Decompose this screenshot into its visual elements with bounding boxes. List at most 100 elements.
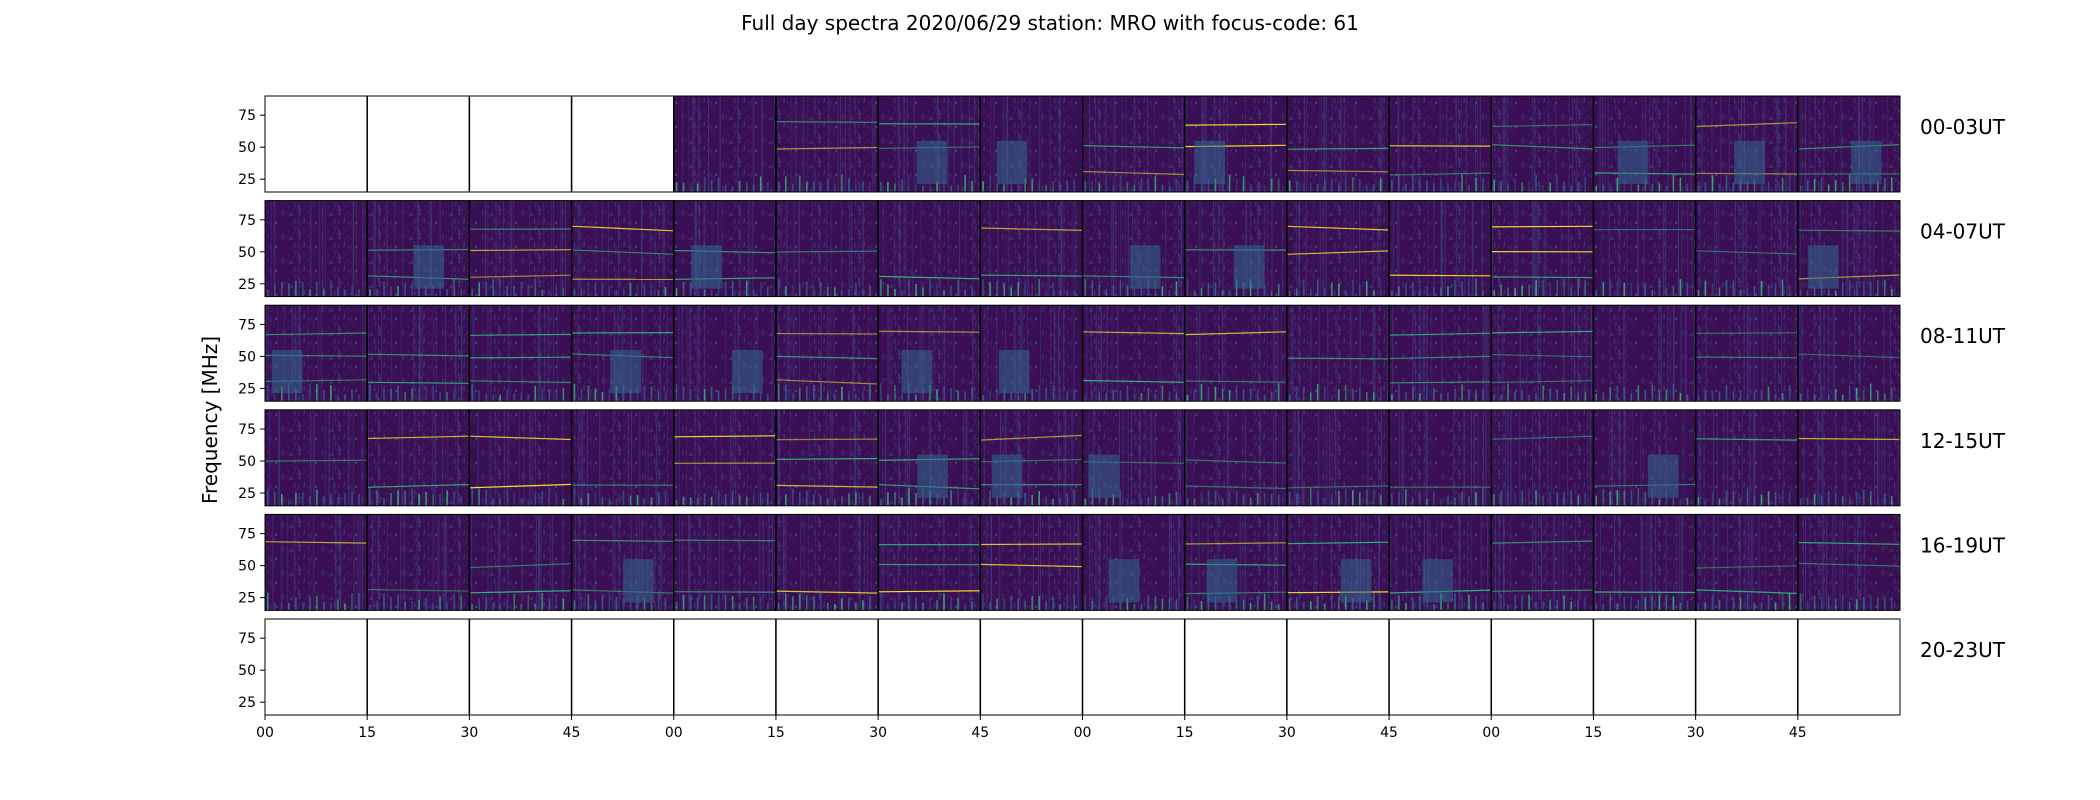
striation — [1073, 290, 1076, 297]
streak — [1545, 200, 1547, 297]
rfi-line — [367, 588, 470, 592]
spectrum-panel — [775, 200, 879, 298]
striation — [1820, 281, 1823, 297]
streak — [487, 305, 489, 402]
striation — [929, 184, 931, 192]
striation — [1066, 289, 1069, 297]
striation — [1161, 496, 1164, 506]
striation — [1373, 184, 1375, 192]
striation — [1221, 388, 1224, 402]
emission-block — [623, 559, 654, 603]
streak — [1272, 409, 1274, 506]
striation — [1834, 180, 1837, 192]
striation — [1003, 283, 1005, 297]
streak — [459, 514, 461, 611]
striation — [1799, 185, 1802, 192]
striation — [696, 498, 699, 506]
striation — [1038, 595, 1040, 611]
streak — [730, 409, 732, 506]
striation — [397, 595, 399, 611]
striation — [982, 181, 984, 192]
streak — [1823, 96, 1825, 192]
spectrum-panel — [1592, 95, 1697, 193]
striation — [1249, 184, 1252, 192]
streak — [586, 409, 588, 506]
streak — [1727, 514, 1728, 611]
rfi-line — [1286, 357, 1390, 360]
streak — [1502, 409, 1504, 506]
striation — [1207, 179, 1210, 192]
spectrum-panel — [570, 618, 675, 716]
streak — [882, 409, 884, 506]
streak — [498, 514, 500, 611]
striation — [1412, 282, 1414, 297]
striation — [1535, 602, 1537, 611]
striation — [1577, 599, 1579, 611]
streak — [871, 514, 873, 611]
striation — [1003, 183, 1005, 192]
striation — [390, 597, 392, 611]
streak — [1656, 96, 1658, 192]
streak — [519, 409, 520, 506]
striation — [1398, 174, 1400, 192]
y-tick-label: 50 — [238, 245, 256, 261]
streak — [1854, 514, 1856, 611]
spectrum-panel — [366, 95, 470, 193]
streak — [521, 514, 523, 611]
striation — [471, 488, 473, 506]
striation — [1270, 290, 1273, 297]
streak — [786, 305, 788, 402]
striation — [1207, 282, 1210, 297]
spectrum-panel — [468, 95, 573, 193]
y-tick-label: 25 — [238, 381, 256, 397]
streak — [422, 409, 424, 506]
striation — [1672, 596, 1675, 611]
striation — [390, 287, 392, 297]
striation — [1718, 391, 1721, 402]
striation — [369, 384, 371, 402]
striation — [1461, 492, 1463, 506]
streak — [691, 96, 693, 192]
striation — [827, 498, 829, 506]
streak — [1120, 200, 1122, 297]
streak — [444, 305, 446, 402]
striation — [1781, 279, 1784, 297]
striation — [1493, 290, 1495, 297]
streak — [1614, 514, 1615, 611]
striation — [1331, 282, 1333, 297]
striation — [555, 390, 558, 402]
striation — [806, 281, 808, 297]
striation — [869, 495, 871, 506]
striation — [1514, 493, 1516, 506]
y-tick-label: 50 — [238, 454, 256, 470]
panel-background — [1082, 619, 1185, 715]
streak — [1751, 514, 1753, 611]
striation — [827, 392, 829, 402]
streak — [719, 514, 721, 611]
streak — [274, 200, 276, 297]
spectrum-panel — [979, 200, 1083, 298]
streak — [1711, 96, 1713, 192]
striation — [608, 592, 611, 611]
streak — [1665, 514, 1667, 611]
streak — [1331, 409, 1333, 506]
streak — [798, 200, 800, 297]
rfi-line — [1184, 459, 1287, 464]
noise-texture — [265, 514, 368, 611]
streak — [1178, 514, 1180, 611]
striation — [820, 592, 822, 611]
streak — [1883, 305, 1885, 402]
streak — [1749, 305, 1751, 402]
spectrum-panel — [1081, 409, 1186, 507]
striation — [1461, 281, 1463, 297]
streak — [732, 409, 734, 506]
striation — [1651, 290, 1654, 297]
striation — [580, 596, 583, 611]
streak — [853, 409, 855, 506]
striation — [759, 176, 762, 192]
streak — [1554, 514, 1556, 611]
streak — [1691, 96, 1693, 192]
streak — [1310, 305, 1312, 402]
streak — [1273, 305, 1275, 402]
striation — [1270, 179, 1273, 192]
